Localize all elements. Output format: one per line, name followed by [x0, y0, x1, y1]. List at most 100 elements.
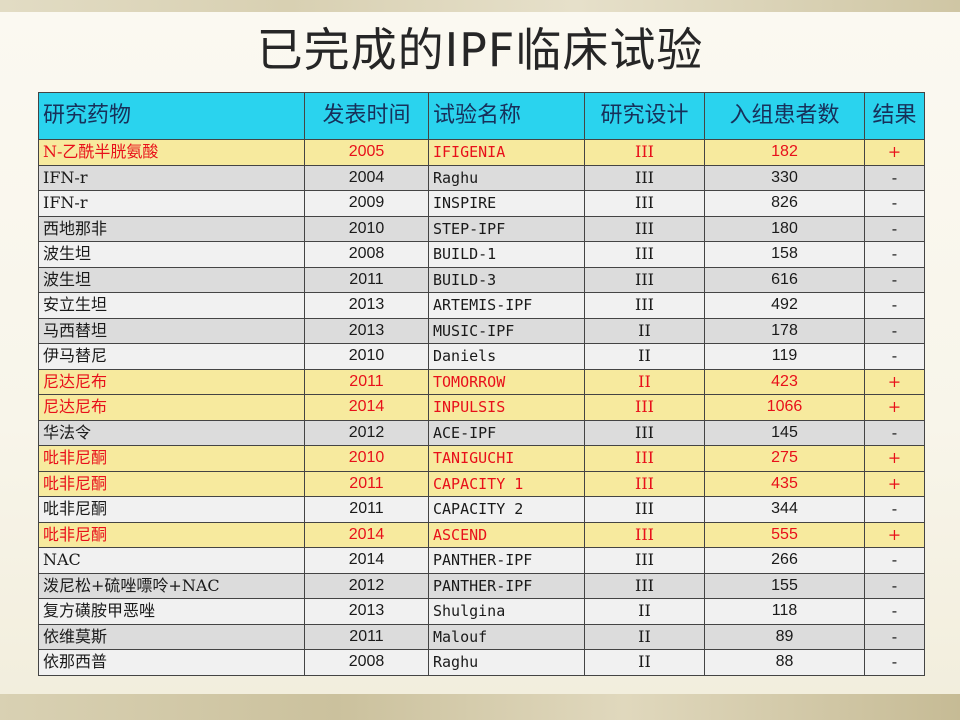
table-row: 伊马替尼 2010 Daniels II 119- — [38, 343, 925, 370]
cell-year: 2011 — [304, 266, 429, 293]
table-row: 依那西普 2008 Raghu II 88- — [38, 649, 925, 676]
cell-result: - — [864, 266, 925, 293]
cell-drug: 华法令 — [38, 419, 305, 446]
cell-design: III — [584, 241, 705, 268]
table-row: 吡非尼酮 2011 CAPACITY 1 III 435 + — [38, 470, 925, 497]
cell-design: III — [584, 215, 705, 242]
cell-year: 2008 — [304, 649, 429, 676]
cell-trial-name: ARTEMIS-IPF — [428, 292, 585, 319]
cell-year: 2009 — [304, 190, 429, 217]
table-row: N-乙酰半胱氨酸 2005 IFIGENIA III 182 + — [38, 139, 925, 166]
cell-enrollment: 275 — [704, 445, 865, 472]
cell-trial-name: Raghu — [428, 649, 585, 676]
cell-drug: 伊马替尼 — [38, 343, 305, 370]
cell-year: 2010 — [304, 215, 429, 242]
cell-design: III — [584, 470, 705, 497]
header-enrollment: 入组患者数 — [704, 92, 865, 140]
cell-design: III — [584, 572, 705, 599]
cell-result: - — [864, 343, 925, 370]
table-row: 波生坦 2011 BUILD-3 III 616- — [38, 266, 925, 293]
cell-enrollment: 330 — [704, 164, 865, 191]
cell-drug: IFN-r — [38, 190, 305, 217]
header-year: 发表时间 — [304, 92, 429, 140]
cell-year: 2014 — [304, 521, 429, 548]
table-row: IFN-r 2004 Raghu III 330- — [38, 164, 925, 191]
cell-drug: 依那西普 — [38, 649, 305, 676]
header-drug: 研究药物 — [38, 92, 305, 140]
cell-trial-name: STEP-IPF — [428, 215, 585, 242]
cell-trial-name: Daniels — [428, 343, 585, 370]
cell-enrollment: 435 — [704, 470, 865, 497]
background-top-band — [0, 0, 960, 12]
cell-drug: 吡非尼酮 — [38, 496, 305, 523]
cell-year: 2011 — [304, 496, 429, 523]
slide-title: 已完成的IPF临床试验 — [256, 23, 704, 77]
cell-drug: 吡非尼酮 — [38, 470, 305, 497]
cell-design: II — [584, 343, 705, 370]
cell-trial-name: Malouf — [428, 623, 585, 650]
table-row: 马西替坦 2013 MUSIC-IPF II 178- — [38, 317, 925, 344]
table-row: 西地那非 2010 STEP-IPF III 180- — [38, 215, 925, 242]
cell-year: 2013 — [304, 598, 429, 625]
cell-enrollment: 826 — [704, 190, 865, 217]
cell-design: II — [584, 317, 705, 344]
table-header-row: 研究药物 发表时间 试验名称 研究设计 入组患者数 结果 — [38, 92, 925, 140]
cell-drug: 吡非尼酮 — [38, 445, 305, 472]
cell-year: 2013 — [304, 317, 429, 344]
cell-enrollment: 145 — [704, 419, 865, 446]
cell-result: + — [864, 445, 925, 472]
cell-enrollment: 423 — [704, 368, 865, 395]
cell-drug: 尼达尼布 — [38, 368, 305, 395]
table-body: N-乙酰半胱氨酸 2005 IFIGENIA III 182 + IFN-r 2004 Ragh… — [38, 139, 925, 676]
cell-design: III — [584, 394, 705, 421]
cell-design: III — [584, 292, 705, 319]
cell-year: 2010 — [304, 445, 429, 472]
cell-trial-name: PANTHER-IPF — [428, 572, 585, 599]
cell-year: 2012 — [304, 419, 429, 446]
cell-design: III — [584, 139, 705, 166]
cell-design: III — [584, 445, 705, 472]
header-design: 研究设计 — [584, 92, 705, 140]
cell-enrollment: 158 — [704, 241, 865, 268]
cell-design: II — [584, 623, 705, 650]
cell-year: 2011 — [304, 368, 429, 395]
cell-year: 2008 — [304, 241, 429, 268]
table-row: 波生坦 2008 BUILD-1 III 158- — [38, 241, 925, 268]
cell-enrollment: 182 — [704, 139, 865, 166]
cell-drug: 波生坦 — [38, 241, 305, 268]
cell-result: + — [864, 394, 925, 421]
cell-design: II — [584, 368, 705, 395]
cell-enrollment: 89 — [704, 623, 865, 650]
cell-result: - — [864, 623, 925, 650]
cell-drug: 依维莫斯 — [38, 623, 305, 650]
cell-result: - — [864, 547, 925, 574]
table-row: NAC 2014 PANTHER-IPF III 266- — [38, 547, 925, 574]
cell-drug: 复方磺胺甲恶唑 — [38, 598, 305, 625]
cell-result: + — [864, 139, 925, 166]
cell-enrollment: 492 — [704, 292, 865, 319]
cell-design: II — [584, 649, 705, 676]
cell-enrollment: 1066 — [704, 394, 865, 421]
cell-trial-name: INSPIRE — [428, 190, 585, 217]
cell-enrollment: 119 — [704, 343, 865, 370]
cell-trial-name: TANIGUCHI — [428, 445, 585, 472]
cell-design: III — [584, 164, 705, 191]
cell-design: III — [584, 547, 705, 574]
cell-trial-name: TOMORROW — [428, 368, 585, 395]
cell-drug: 西地那非 — [38, 215, 305, 242]
cell-design: III — [584, 419, 705, 446]
header-result: 结果 — [864, 92, 925, 140]
cell-design: III — [584, 521, 705, 548]
table-row: 尼达尼布 2014 INPULSIS III 1066 + — [38, 394, 925, 421]
cell-trial-name: IFIGENIA — [428, 139, 585, 166]
cell-drug: 安立生坦 — [38, 292, 305, 319]
cell-enrollment: 266 — [704, 547, 865, 574]
cell-year: 2011 — [304, 623, 429, 650]
cell-result: - — [864, 190, 925, 217]
cell-result: - — [864, 419, 925, 446]
cell-trial-name: CAPACITY 1 — [428, 470, 585, 497]
cell-result: - — [864, 572, 925, 599]
cell-drug: 吡非尼酮 — [38, 521, 305, 548]
cell-result: - — [864, 317, 925, 344]
cell-result: + — [864, 368, 925, 395]
